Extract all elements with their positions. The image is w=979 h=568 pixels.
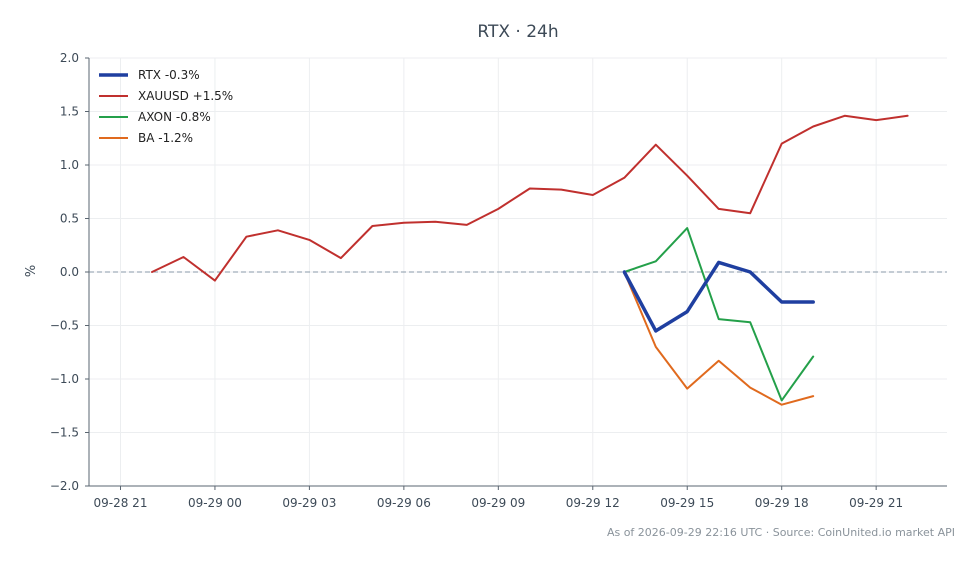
y-tick-label: −1.0 [50,372,79,386]
x-tick-label: 09-28 21 [94,496,148,510]
series-line-rtx [622,260,815,333]
y-tick-label: 2.0 [60,51,79,65]
x-tick-label: 09-29 21 [849,496,903,510]
x-tick-label: 09-29 03 [282,496,336,510]
legend-label: XAUUSD +1.5% [138,89,233,103]
x-tick-label: 09-29 12 [566,496,620,510]
series-line-ba [623,271,815,406]
x-tick-label: 09-29 15 [660,496,714,510]
y-tick-label: −1.5 [50,426,79,440]
legend-label: RTX -0.3% [138,68,200,82]
legend-label: AXON -0.8% [138,110,211,124]
series-lines [151,114,909,406]
y-tick-label: −2.0 [50,479,79,493]
y-tick-label: −0.5 [50,319,79,333]
x-tick-label: 09-29 09 [471,496,525,510]
y-tick-label: 0.0 [60,265,79,279]
series-line-xauusd [151,114,909,282]
source-note: As of 2026-09-29 22:16 UTC · Source: Coi… [606,526,955,539]
chart-title: RTX · 24h [477,22,558,42]
y-axis-label: % [24,265,39,277]
legend: RTX -0.3% XAUUSD +1.5% AXON -0.8% BA -1.2% [99,68,233,145]
x-tick-label: 09-29 06 [377,496,431,510]
y-tick-label: 0.5 [60,212,79,226]
y-tick-label: 1.5 [60,105,79,119]
legend-label: BA -1.2% [138,131,193,145]
series-line-axon [623,227,815,402]
x-tick-label: 09-29 00 [188,496,242,510]
x-tick-label: 09-29 18 [755,496,809,510]
axes: −2.0 −1.5 −1.0 −0.5 0.0 0.5 1.0 1.5 2.0 09-28 21 0… [50,51,947,510]
y-tick-label: 1.0 [60,158,79,172]
